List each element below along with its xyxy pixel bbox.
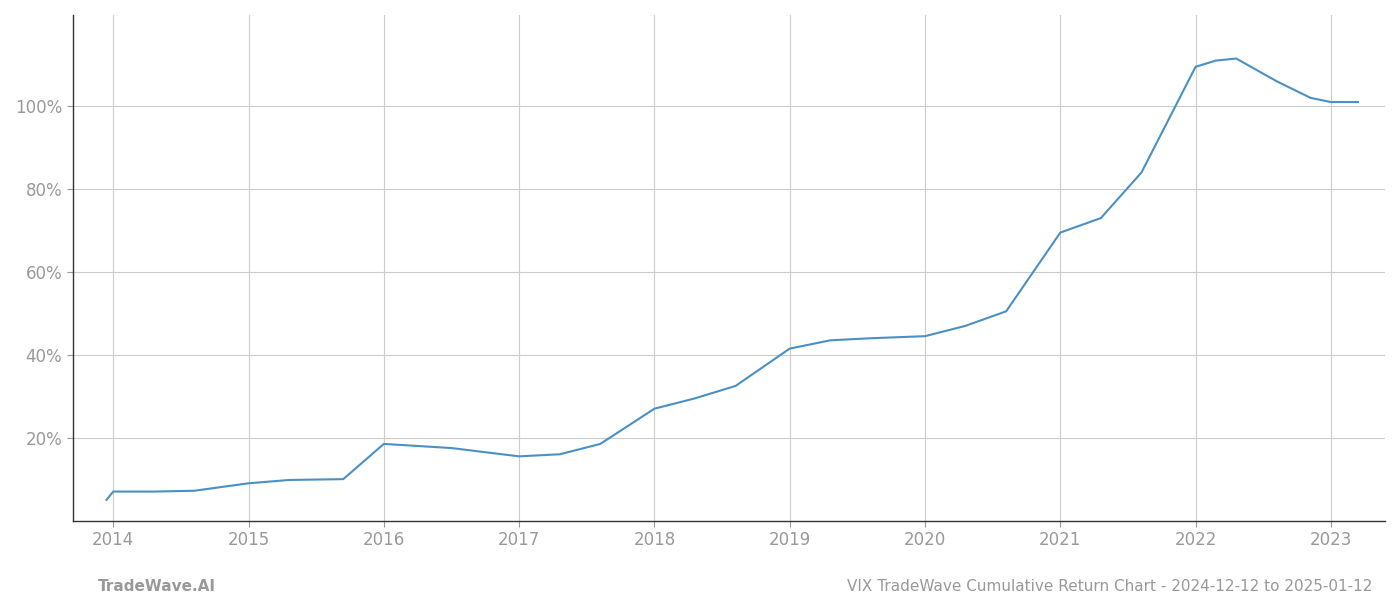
Text: TradeWave.AI: TradeWave.AI	[98, 579, 216, 594]
Text: VIX TradeWave Cumulative Return Chart - 2024-12-12 to 2025-01-12: VIX TradeWave Cumulative Return Chart - …	[847, 579, 1372, 594]
